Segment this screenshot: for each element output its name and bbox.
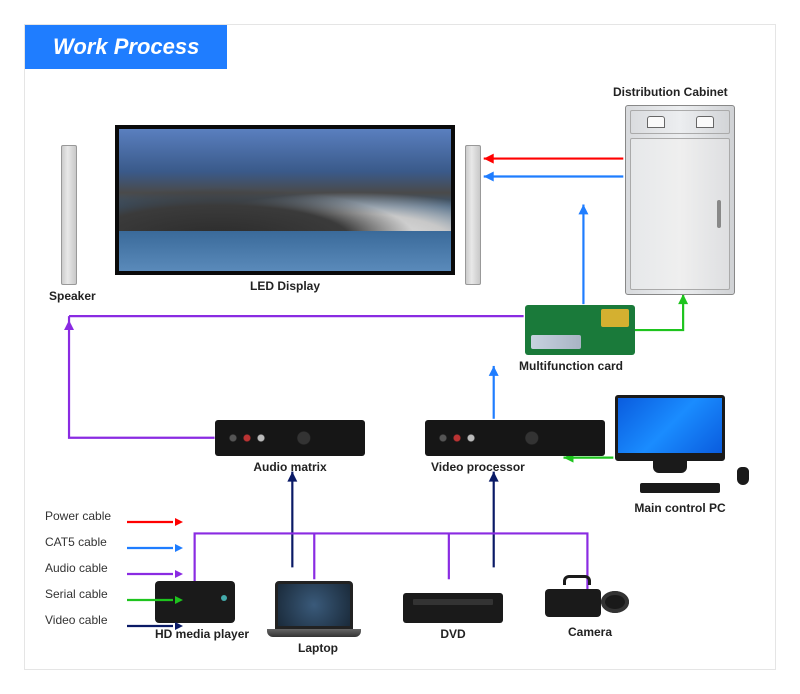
speaker-node: Speaker	[61, 145, 96, 303]
video-processor-label: Video processor	[431, 460, 605, 474]
led-display-label: LED Display	[115, 279, 455, 293]
diagram-canvas: Work Process Distribution Cabinet LED Di…	[24, 24, 776, 670]
keyboard-icon	[640, 483, 720, 493]
laptop-label: Laptop	[275, 641, 361, 655]
monitor-icon	[615, 395, 725, 461]
speaker-icon	[61, 145, 77, 285]
title-tab: Work Process	[25, 25, 227, 69]
camera-label: Camera	[545, 625, 635, 639]
speaker-right-icon	[465, 145, 481, 285]
main-control-pc-label: Main control PC	[615, 501, 745, 515]
laptop-icon	[275, 581, 353, 629]
multifunction-card-icon	[525, 305, 635, 355]
cabinet-door	[630, 138, 730, 290]
audio-matrix-node: Audio matrix	[215, 420, 365, 474]
mouse-icon	[737, 467, 749, 485]
laptop-node: Laptop	[275, 581, 361, 655]
dvd-label: DVD	[403, 627, 503, 641]
speaker-right-node	[465, 145, 481, 285]
main-control-pc-node: Main control PC	[615, 395, 745, 515]
legend-row: Serial cable	[45, 581, 183, 607]
dist-cabinet-label: Distribution Cabinet	[613, 85, 728, 99]
legend-row: Audio cable	[45, 555, 183, 581]
led-display-icon	[115, 125, 455, 275]
legend-label: Power cable	[45, 509, 125, 523]
multifunction-card-label: Multifunction card	[507, 359, 635, 373]
camera-icon	[545, 581, 635, 621]
legend-row: Video cable	[45, 607, 183, 633]
legend-label: CAT5 cable	[45, 535, 125, 549]
cabinet-gauges	[630, 110, 730, 134]
legend-label: Serial cable	[45, 587, 125, 601]
led-display-node: LED Display	[115, 125, 455, 293]
multifunction-card-node: Multifunction card	[525, 305, 635, 373]
camera-node: Camera	[545, 581, 635, 639]
dvd-icon	[403, 593, 503, 623]
legend-label: Video cable	[45, 613, 125, 627]
legend-label: Audio cable	[45, 561, 125, 575]
audio-matrix-icon	[215, 420, 365, 456]
legend: Power cable CAT5 cable Audio cable Seria…	[45, 503, 183, 633]
video-processor-icon	[425, 420, 605, 456]
audio-matrix-label: Audio matrix	[215, 460, 365, 474]
dvd-node: DVD	[403, 581, 503, 641]
video-processor-node: Video processor	[425, 420, 605, 474]
legend-row: Power cable	[45, 503, 183, 529]
dist-cabinet-icon	[625, 105, 735, 295]
page-title: Work Process	[53, 34, 199, 60]
legend-row: CAT5 cable	[45, 529, 183, 555]
dist-cabinet-node	[625, 105, 735, 295]
speaker-label: Speaker	[49, 289, 96, 303]
